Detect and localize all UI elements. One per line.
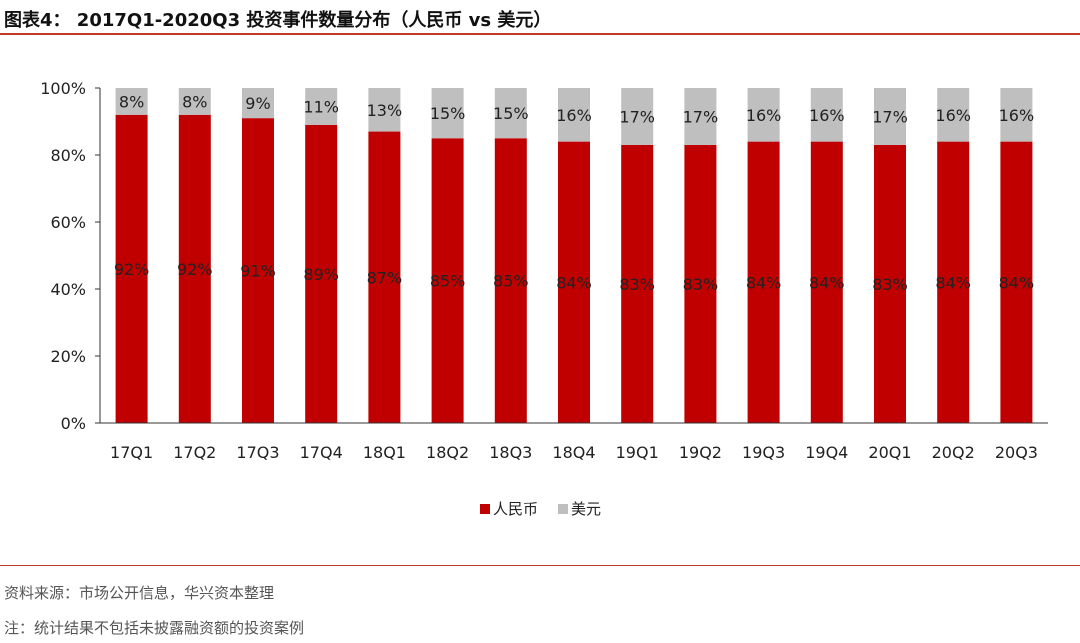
data-label-rmb: 83% xyxy=(872,275,908,294)
x-tick-label: 17Q4 xyxy=(300,443,343,462)
legend-item-usd: 美元 xyxy=(558,498,601,519)
bar-usd xyxy=(115,88,148,115)
data-label-usd: 8% xyxy=(182,92,207,111)
data-label-usd: 8% xyxy=(119,92,144,111)
data-label-rmb: 84% xyxy=(999,273,1035,292)
x-tick-label: 20Q1 xyxy=(868,443,911,462)
data-label-rmb: 84% xyxy=(746,273,782,292)
footnote: 注：统计结果不包括未披露融资额的投资案例 xyxy=(4,619,305,637)
x-tick-label: 18Q2 xyxy=(426,443,469,462)
legend-swatch-rmb xyxy=(480,503,490,514)
bar-rmb xyxy=(242,118,274,424)
x-tick-label: 17Q2 xyxy=(173,443,216,462)
x-axis: 17Q1 17Q2 17Q3 17Q4 18Q1 18Q2 18Q3 18Q4 19Q1 19Q2… xyxy=(100,422,1048,462)
x-tick-label: 19Q2 xyxy=(679,443,722,462)
bar-rmb xyxy=(621,144,654,423)
legend-label-usd: 美元 xyxy=(571,500,602,518)
bar-rmb xyxy=(684,144,717,423)
legend-item-rmb: 人民币 xyxy=(480,498,538,519)
bar-usd xyxy=(431,88,464,139)
y-tick-label: 100% xyxy=(40,79,86,98)
x-tick-label: 17Q1 xyxy=(110,443,153,462)
data-label-rmb: 89% xyxy=(303,265,339,284)
data-label-usd: 16% xyxy=(556,106,592,125)
x-tick-label: 17Q3 xyxy=(236,443,279,462)
x-tick-label: 18Q3 xyxy=(489,443,532,462)
x-tick-label: 20Q2 xyxy=(932,443,975,462)
y-tick-label: 20% xyxy=(50,347,86,366)
bar-rmb xyxy=(368,131,401,424)
stacked-bar-chart: 0% 20% 40% 60% 80% 100% 92% 8% 92% 8% 91% 9% 89% 11%… xyxy=(40,79,1048,462)
source-note: 资料来源：市场公开信息，华兴资本整理 xyxy=(4,584,275,602)
data-label-rmb: 85% xyxy=(430,272,466,291)
bar-usd xyxy=(747,88,780,142)
y-axis: 0% 20% 40% 60% 80% 100% xyxy=(40,79,101,433)
bar-rmb xyxy=(937,141,970,423)
bar-usd xyxy=(874,88,906,145)
bar-rmb xyxy=(1000,141,1033,423)
data-label-usd: 17% xyxy=(872,107,908,126)
data-label-usd: 11% xyxy=(303,97,339,116)
bar-rmb xyxy=(810,141,843,423)
x-tick-label: 19Q3 xyxy=(742,443,785,462)
footer-divider xyxy=(0,565,1080,566)
data-label-usd: 15% xyxy=(430,104,466,123)
bar-usd xyxy=(558,88,590,142)
data-label-usd: 17% xyxy=(619,107,655,126)
data-label-rmb: 92% xyxy=(177,260,213,279)
x-tick-label: 18Q4 xyxy=(552,443,595,462)
data-label-rmb: 83% xyxy=(619,275,655,294)
data-label-rmb: 84% xyxy=(809,273,845,292)
bar-rmb xyxy=(747,141,780,423)
data-label-rmb: 84% xyxy=(556,273,592,292)
x-tick-label: 19Q1 xyxy=(616,443,659,462)
bar-usd xyxy=(937,88,970,142)
bar-usd xyxy=(178,88,211,115)
chart-legend: 人民币 美元 xyxy=(480,498,617,519)
x-tick-label: 18Q1 xyxy=(363,443,406,462)
x-tick-label: 19Q4 xyxy=(805,443,848,462)
data-label-rmb: 87% xyxy=(367,268,403,287)
bar-rmb xyxy=(431,138,464,423)
y-tick-label: 80% xyxy=(50,146,86,165)
data-label-rmb: 85% xyxy=(493,272,529,291)
data-label-rmb: 83% xyxy=(683,275,719,294)
bar-usd xyxy=(1000,88,1033,142)
data-label-rmb: 92% xyxy=(114,260,150,279)
bar-usd xyxy=(368,88,401,132)
title-divider xyxy=(0,33,1080,35)
y-tick-label: 40% xyxy=(50,280,86,299)
page-title: 图表4： 2017Q1-2020Q3 投资事件数量分布（人民币 vs 美元） xyxy=(4,10,552,31)
x-tick-label: 20Q3 xyxy=(995,443,1038,462)
bar-rmb xyxy=(178,114,211,424)
bar-usd xyxy=(621,88,654,145)
data-label-usd: 16% xyxy=(746,106,782,125)
bar-rmb xyxy=(494,138,527,423)
y-tick-label: 60% xyxy=(50,213,86,232)
data-label-rmb: 91% xyxy=(240,262,276,281)
data-label-usd: 16% xyxy=(999,106,1035,125)
bar-usd xyxy=(494,88,527,139)
bar-usd xyxy=(684,88,717,145)
data-label-rmb: 84% xyxy=(935,273,971,292)
data-label-usd: 9% xyxy=(245,94,270,113)
bar-rmb xyxy=(874,144,906,423)
data-label-usd: 15% xyxy=(493,104,529,123)
data-label-usd: 16% xyxy=(935,106,971,125)
bar-usd xyxy=(810,88,843,142)
bar-rmb xyxy=(558,141,590,423)
data-label-usd: 13% xyxy=(367,101,403,120)
bars-group: 92% 8% 92% 8% 91% 9% 89% 11% 87% 13% 85% 15% 85% 15% 8… xyxy=(114,88,1035,424)
bar-rmb xyxy=(115,114,148,424)
bar-usd xyxy=(305,88,338,125)
bar-rmb xyxy=(305,124,338,423)
bar-usd xyxy=(242,88,274,119)
y-tick-label: 0% xyxy=(61,414,86,433)
data-label-usd: 16% xyxy=(809,106,845,125)
legend-swatch-usd xyxy=(558,503,569,514)
legend-label-rmb: 人民币 xyxy=(493,500,539,518)
data-label-usd: 17% xyxy=(683,107,719,126)
